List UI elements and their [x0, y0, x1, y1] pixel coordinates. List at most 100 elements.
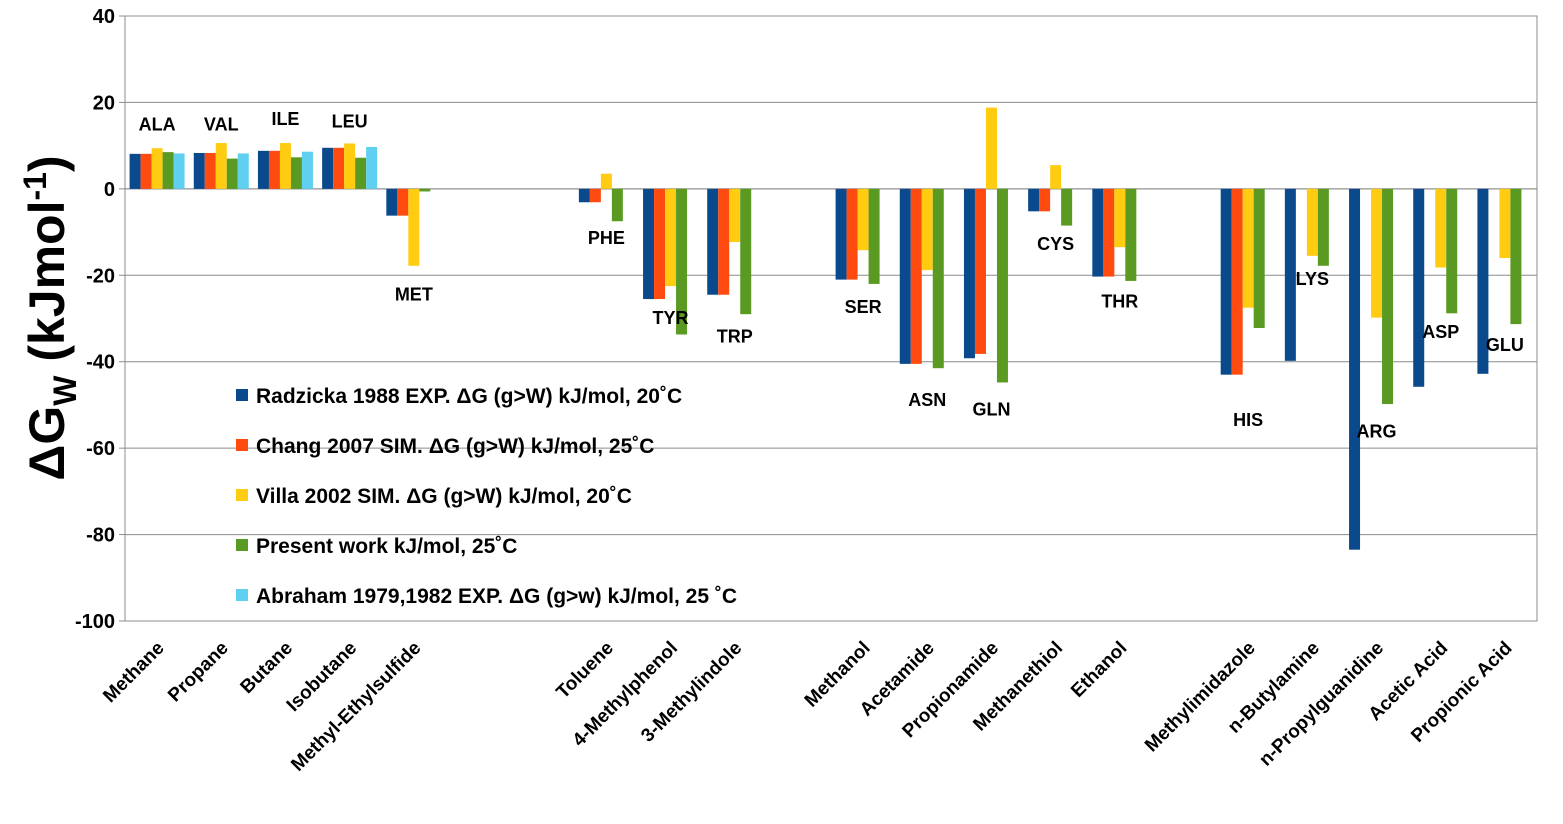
annotation-asn: ASN	[908, 390, 946, 410]
bar-s0-c21	[1477, 188, 1489, 374]
bar-s3-c0	[162, 152, 174, 189]
bar-s3-c3	[355, 157, 367, 189]
bar-s1-c4	[397, 188, 409, 216]
bar-s1-c0	[140, 153, 152, 189]
annotation-ile: ILE	[271, 109, 299, 129]
bar-s2-c15	[1114, 188, 1126, 248]
x-tick-label: Toluene	[553, 638, 618, 703]
bar-s4-c2	[301, 151, 313, 189]
bar-s0-c14	[1028, 188, 1040, 212]
bar-s3-c14	[1061, 188, 1073, 226]
bar-s3-c7	[611, 188, 623, 222]
annotation-trp: TRP	[717, 326, 753, 346]
grid-lines	[124, 15, 1538, 622]
annotation-thr: THR	[1101, 292, 1138, 312]
bar-s0-c15	[1092, 188, 1104, 277]
bar-s2-c4	[408, 188, 420, 266]
bar-s3-c11	[868, 188, 880, 284]
bar-s2-c12	[921, 188, 933, 271]
bar-s0-c19	[1349, 188, 1361, 550]
legend-label-3: Present work kJ/mol, 25˚C	[256, 535, 517, 558]
x-tick-label: Propane	[164, 638, 233, 707]
x-tick-label: Methane	[99, 638, 168, 707]
bar-s0-c17	[1220, 188, 1232, 375]
bar-s0-c0	[129, 153, 141, 189]
annotation-ser: SER	[845, 297, 882, 317]
plot-frame	[124, 15, 1538, 622]
bar-s4-c3	[366, 146, 378, 189]
y-axis-ticks: 40 20 0 -20 -40 -60 -80 -100	[75, 6, 125, 633]
annotation-met: MET	[395, 284, 433, 304]
y-axis-title-sup: -1	[17, 172, 53, 200]
y-axis-title-sub: W	[47, 375, 83, 406]
bar-s3-c12	[932, 188, 944, 369]
bar-s0-c12	[899, 188, 911, 364]
bar-s2-c9	[729, 188, 741, 243]
bar-s4-c1	[237, 153, 249, 189]
bar-s2-c20	[1435, 188, 1447, 268]
x-tick-label: Methylimidazole	[1141, 638, 1260, 757]
bar-s2-c18	[1306, 188, 1318, 256]
bar-s3-c18	[1317, 188, 1329, 266]
bar-s1-c12	[910, 188, 922, 364]
bar-s1-c1	[204, 152, 216, 189]
bar-s2-c1	[215, 143, 227, 189]
y-axis-title: ΔGW (kJmol-1)	[17, 155, 83, 480]
bar-s2-c17	[1242, 188, 1254, 308]
bar-s0-c18	[1284, 188, 1296, 361]
bar-s1-c13	[974, 188, 986, 354]
legend-label-1: Chang 2007 SIM. ΔG (g>W) kJ/mol, 25˚C	[256, 435, 654, 458]
legend: Radzicka 1988 EXP. ΔG (g>W) kJ/mol, 20˚C…	[236, 385, 737, 608]
y-axis-title-rest: (kJmol	[19, 201, 75, 376]
y-tick-label: 40	[93, 6, 115, 28]
annotation-lys: LYS	[1296, 269, 1329, 289]
annotation-phe: PHE	[588, 228, 625, 248]
bar-s0-c1	[193, 152, 205, 189]
y-axis-title-close: )	[19, 155, 75, 172]
y-tick-label: -20	[86, 265, 115, 287]
annotation-leu: LEU	[332, 111, 368, 131]
bar-s1-c2	[268, 150, 280, 189]
bar-s0-c13	[963, 188, 975, 359]
bar-s0-c20	[1413, 188, 1425, 387]
legend-swatch-4	[236, 589, 248, 601]
x-tick-label: Methyl-Ethylsulfide	[287, 638, 425, 776]
bar-s2-c21	[1499, 188, 1511, 258]
bar-s3-c19	[1382, 188, 1394, 405]
bar-s2-c2	[279, 143, 291, 189]
bars-layer	[129, 107, 1522, 550]
annotation-arg: ARG	[1357, 421, 1397, 441]
bar-s2-c7	[600, 173, 612, 189]
annotation-cys: CYS	[1037, 234, 1074, 254]
y-tick-label: -40	[86, 352, 115, 374]
bar-s1-c7	[589, 188, 601, 203]
y-tick-label: -80	[86, 525, 115, 547]
x-tick-label: Ethanol	[1067, 638, 1131, 702]
y-axis-title-main: ΔG	[19, 406, 75, 481]
y-tick-label: -60	[86, 438, 115, 460]
bar-s2-c8	[665, 188, 677, 287]
annotation-gln: GLN	[972, 400, 1010, 420]
legend-label-2: Villa 2002 SIM. ΔG (g>W) kJ/mol, 20˚C	[256, 485, 632, 508]
annotation-his: HIS	[1233, 410, 1263, 430]
bar-s1-c3	[333, 147, 345, 189]
bar-s3-c13	[996, 188, 1008, 383]
bar-s1-c15	[1103, 188, 1115, 277]
annotation-ala: ALA	[139, 115, 176, 135]
annotation-asp: ASP	[1422, 322, 1459, 342]
bar-s1-c11	[846, 188, 858, 280]
bar-s2-c19	[1371, 188, 1383, 318]
annotation-val: VAL	[204, 115, 239, 135]
bar-s3-c1	[226, 158, 238, 189]
bar-s3-c8	[676, 188, 688, 335]
bar-s0-c9	[707, 188, 719, 295]
bar-s0-c2	[257, 150, 269, 189]
annotation-glu: GLU	[1486, 335, 1524, 355]
bar-s2-c0	[151, 148, 163, 189]
bar-s0-c3	[322, 147, 334, 189]
residue-annotations: ALA VAL ILE LEU MET PHE TYR TRP SER ASN GLN CYS THR H…	[139, 109, 1524, 441]
bar-s3-c9	[740, 188, 752, 315]
legend-swatch-3	[236, 539, 248, 551]
